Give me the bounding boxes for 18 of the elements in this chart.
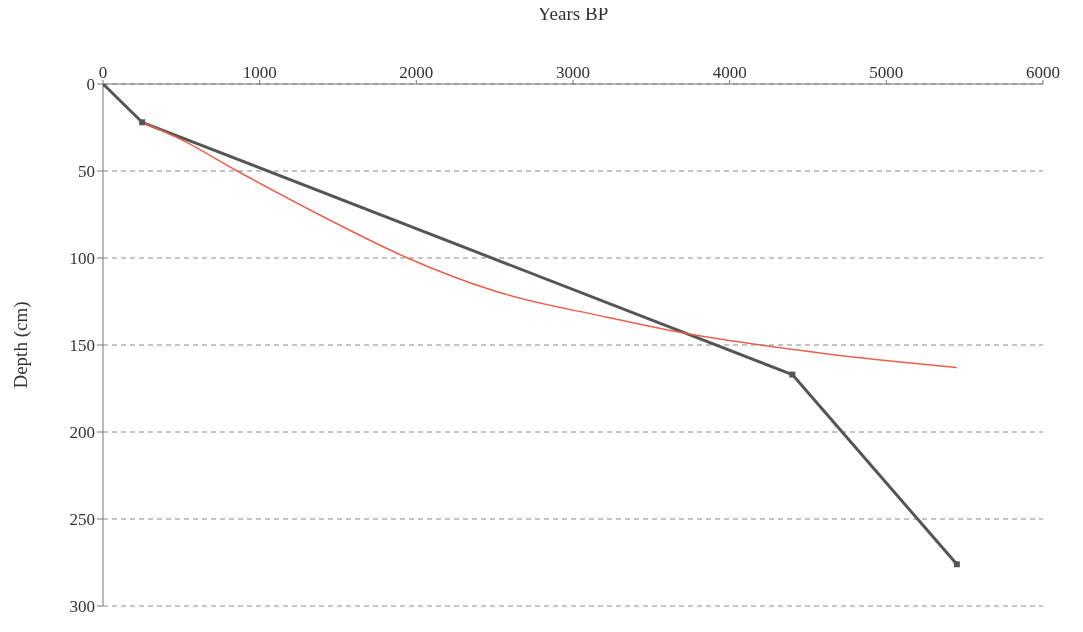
x-tick-label: 1000 [242,63,277,82]
x-tick-label: 6000 [1026,63,1060,82]
x-tick-label: 5000 [869,63,904,82]
point [789,371,796,378]
point [953,561,960,568]
y-tick-label: 200 [69,423,95,443]
x-tick-label: 4000 [712,63,747,82]
point [139,119,146,126]
x-tick-label: 3000 [556,63,590,82]
y-tick-label: 50 [78,162,95,182]
y-axis-title: Depth (cm) [9,301,32,389]
y-tick-label: 300 [69,597,95,617]
y-tick-label: 100 [69,249,95,269]
y-tick-label: 250 [69,510,95,530]
x-tick-label: 0 [98,63,108,82]
x-tick-label: 2000 [399,63,434,82]
x-axis-title: Years BP [537,3,609,24]
y-tick-label: 150 [69,336,95,356]
